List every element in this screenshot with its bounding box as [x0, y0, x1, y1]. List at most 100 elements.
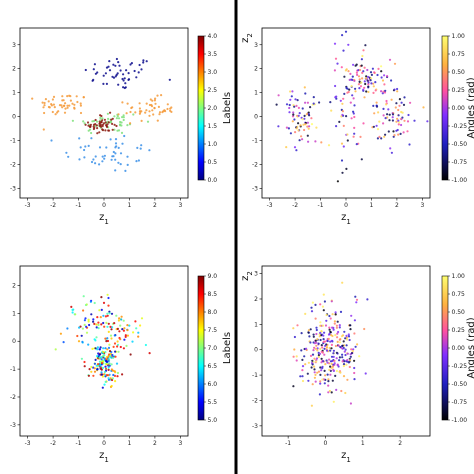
- scatter-point: [370, 82, 373, 85]
- scatter-point: [354, 90, 357, 93]
- scatter-point: [357, 75, 361, 78]
- scatter-point: [110, 368, 113, 371]
- scatter-point: [93, 322, 96, 325]
- scatter-point: [372, 91, 375, 94]
- scatter-point: [111, 75, 114, 78]
- scatter-point: [426, 120, 429, 123]
- scatter-point: [374, 89, 377, 92]
- scatter-point: [322, 360, 325, 363]
- colorbar-tick-label: 6.5: [208, 363, 218, 370]
- scatter-point: [88, 323, 91, 327]
- scatter-point: [311, 353, 315, 356]
- scatter-point: [103, 118, 106, 121]
- scatter-point: [383, 91, 387, 94]
- scatter-point: [348, 78, 351, 81]
- scatter-point: [106, 314, 109, 317]
- scatter-point: [342, 340, 345, 343]
- scatter-point: [349, 101, 352, 104]
- scatter-point: [76, 100, 79, 104]
- scatter-point: [358, 68, 362, 72]
- scatter-point: [122, 329, 125, 332]
- scatter-point: [393, 134, 396, 137]
- y-tick-label: 0: [12, 114, 16, 121]
- scatter-point: [354, 64, 357, 67]
- colorbar-label: Labels: [222, 92, 233, 124]
- scatter-point: [140, 119, 143, 122]
- scatter-point: [334, 313, 337, 316]
- scatter-point: [117, 117, 121, 120]
- scatter-point: [307, 361, 310, 364]
- colorbar-tick-label: -0.25: [452, 363, 468, 370]
- scatter-point: [163, 109, 166, 112]
- scatter-point: [114, 158, 117, 161]
- scatter-point: [330, 391, 333, 394]
- scatter-point: [100, 356, 103, 359]
- y-tick-label: -1: [10, 366, 16, 373]
- scatter-point: [390, 151, 393, 154]
- scatter-point: [304, 101, 307, 104]
- scatter-point: [317, 355, 320, 359]
- scatter-point: [334, 57, 338, 60]
- scatter-point: [145, 102, 148, 105]
- scatter-point: [67, 155, 70, 158]
- scatter-point: [303, 355, 306, 358]
- scatter-point: [319, 352, 322, 355]
- scatter-point: [100, 121, 103, 124]
- scatter-point: [93, 362, 96, 365]
- scatter-point: [365, 75, 368, 78]
- scatter-point: [392, 130, 395, 133]
- scatter-point: [306, 101, 309, 104]
- scatter-point: [323, 300, 326, 303]
- colorbar-tick-label: 0.25: [452, 87, 466, 94]
- scatter-point: [332, 328, 335, 331]
- scatter-point: [375, 101, 378, 104]
- scatter-point: [330, 347, 333, 350]
- scatter-point: [340, 115, 343, 118]
- scatter-point: [119, 338, 122, 341]
- scatter-point: [308, 114, 311, 117]
- scatter-point: [316, 371, 319, 374]
- scatter-point: [328, 314, 331, 318]
- scatter-point: [110, 312, 114, 315]
- scatter-point: [117, 61, 120, 64]
- scatter-point: [83, 319, 86, 322]
- scatter-point: [97, 321, 100, 324]
- scatter-point: [292, 385, 295, 388]
- scatter-point: [316, 349, 319, 352]
- scatter-point: [385, 99, 388, 103]
- scatter-point: [289, 90, 292, 93]
- scatter-point: [108, 69, 112, 72]
- scatter-point: [300, 349, 303, 352]
- scatter-point: [101, 361, 104, 365]
- scatter-point: [117, 113, 120, 116]
- scatter-point: [285, 103, 289, 106]
- x-tick-label: -1: [318, 202, 324, 209]
- scatter-point: [353, 132, 356, 135]
- scatter-point: [306, 134, 309, 137]
- scatter-point: [139, 324, 142, 327]
- scatter-point: [345, 344, 348, 347]
- scatter-point: [311, 383, 314, 386]
- scatter-point: [288, 111, 291, 114]
- scatter-point: [344, 353, 347, 357]
- scatter-point: [314, 303, 317, 306]
- scatter-point: [126, 334, 129, 337]
- scatter-point: [347, 333, 350, 336]
- scatter-point: [79, 146, 82, 149]
- scatter-point: [103, 157, 106, 160]
- scatter-point: [334, 334, 337, 337]
- scatter-point: [122, 319, 125, 322]
- scatter-point: [126, 102, 129, 105]
- scatter-point: [341, 34, 344, 37]
- scatter-point: [340, 335, 344, 338]
- scatter-point: [108, 343, 111, 346]
- scatter-point: [288, 103, 291, 107]
- colorbar-tick-label: 1.00: [452, 33, 466, 40]
- scatter-point: [332, 349, 335, 352]
- scatter-point: [139, 111, 142, 114]
- y-tick-label: 1: [12, 310, 16, 317]
- scatter-point: [61, 106, 64, 109]
- scatter-point: [146, 120, 150, 123]
- scatter-point: [41, 101, 44, 104]
- scatter-point: [87, 144, 90, 147]
